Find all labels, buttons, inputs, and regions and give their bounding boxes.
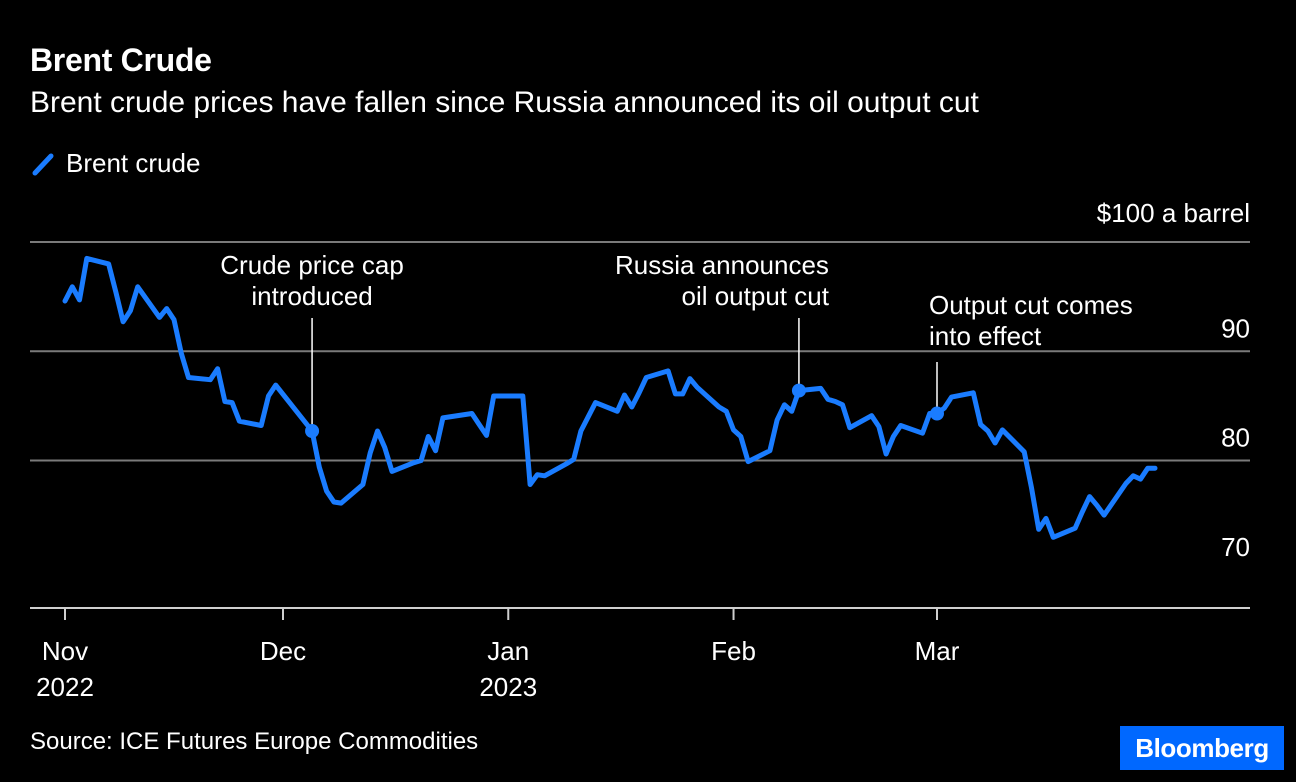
y-tick-label: 80 <box>1221 423 1250 453</box>
x-tick-year-label: 2022 <box>36 672 94 702</box>
annotation-label: Russia announces <box>615 250 829 280</box>
x-tick-year-label: 2023 <box>479 672 537 702</box>
bloomberg-logo: Bloomberg <box>1120 726 1284 770</box>
legend-label: Brent crude <box>66 148 201 178</box>
x-tick-label: Nov <box>42 636 88 666</box>
annotation-label: Crude price cap <box>220 250 404 280</box>
annotation-label: oil output cut <box>681 281 829 311</box>
series-line-brent-crude <box>62 255 1158 540</box>
annotation-label: Output cut comes <box>929 290 1133 320</box>
annotation-marker <box>791 383 806 398</box>
annotation-marker <box>305 424 320 439</box>
annotation-label: into effect <box>929 321 1042 351</box>
x-tick-label: Feb <box>711 636 756 666</box>
annotation-label: introduced <box>251 281 372 311</box>
y-tick-label: 70 <box>1221 532 1250 562</box>
chart-title: Brent Crude <box>30 42 212 78</box>
x-tick-label: Jan <box>487 636 529 666</box>
source-note: Source: ICE Futures Europe Commodities <box>30 728 479 755</box>
y-axis-unit-label: $100 a barrel <box>1097 198 1250 228</box>
x-tick-label: Mar <box>915 636 960 666</box>
legend: Brent crude <box>30 148 200 179</box>
annotation-marker <box>930 406 944 421</box>
x-tick-label: Dec <box>260 636 306 666</box>
chart-subtitle: Brent crude prices have fallen since Rus… <box>30 86 979 119</box>
y-tick-label: 90 <box>1221 313 1250 343</box>
legend-line-icon <box>32 153 54 175</box>
